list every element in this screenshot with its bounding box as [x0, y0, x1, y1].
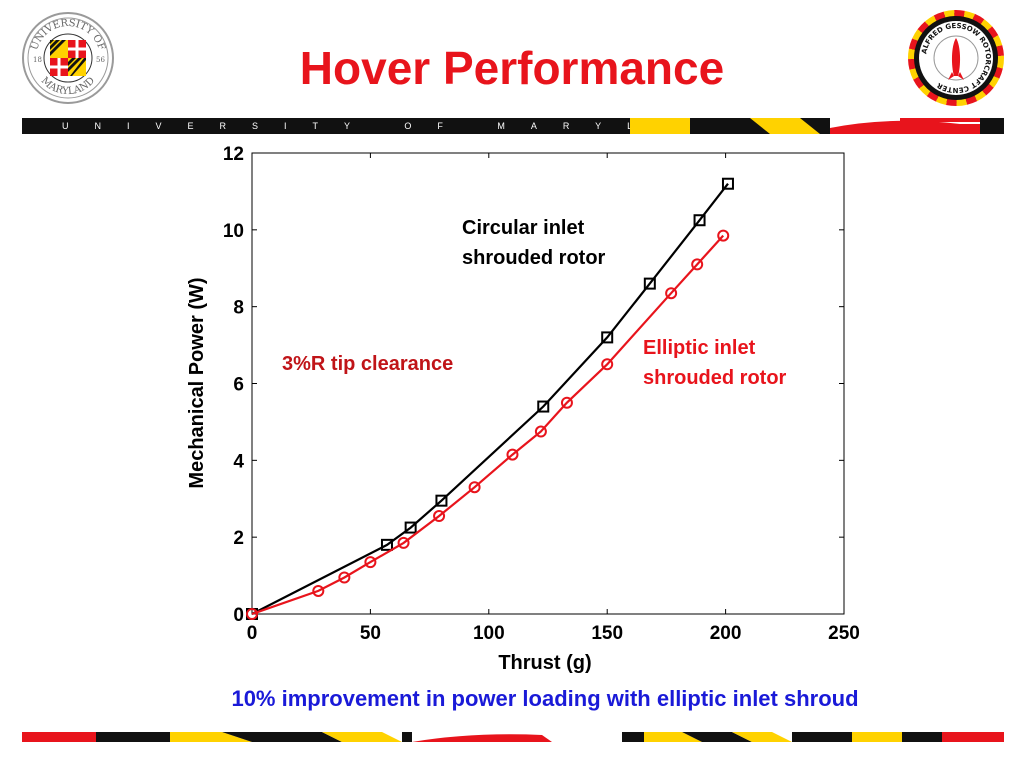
x-tick-label: 100 [473, 623, 505, 644]
x-tick-label: 200 [710, 623, 742, 644]
data-point-circle [246, 608, 258, 620]
y-tick-label: 2 [233, 528, 244, 549]
seal-year-left: 18 [33, 56, 42, 64]
data-point-square [537, 400, 550, 413]
data-point-square [721, 177, 734, 190]
maryland-flag-strip [630, 118, 980, 134]
data-point-circle [468, 481, 481, 494]
data-point-circle [601, 358, 614, 371]
tip-clearance-annotation: 3%R tip clearance [282, 353, 453, 375]
university-banner: UNIVERSITY OF MARYLAND [22, 118, 1004, 134]
data-point-circle [717, 229, 730, 242]
caption: 10% improvement in power loading with el… [231, 686, 859, 711]
slide-title: Hover Performance [299, 42, 725, 94]
data-point-circle [312, 584, 325, 597]
data-point-circle [691, 258, 704, 271]
data-point-circle [338, 571, 351, 584]
y-axis-label: Mechanical Power (W) [186, 277, 208, 488]
rotorcraft-center-logo: ALFRED GESSOW ROTORCRAFT CENTER [908, 10, 1004, 106]
data-point-circle [506, 448, 519, 461]
data-point-square [601, 331, 614, 344]
data-point-circle [665, 287, 678, 300]
hover-performance-chart: 0 50 100 150 200 250 0 2 4 6 8 10 12 Thrust (g) Mech… [186, 144, 860, 674]
series-line-circular-inlet [251, 183, 729, 615]
y-tick-label: 0 [233, 605, 244, 626]
x-tick-label: 250 [828, 623, 860, 644]
data-point-circle [560, 396, 573, 409]
circular-annotation-line2: shrouded rotor [462, 247, 606, 269]
x-axis-label: Thrust (g) [498, 652, 591, 674]
umd-seal-logo: UNIVERSITY OF MARYLAND 18 56 [22, 12, 114, 104]
elliptic-annotation-line1: Elliptic inlet [643, 337, 756, 359]
y-tick-label: 6 [233, 375, 244, 396]
x-tick-label: 150 [591, 623, 623, 644]
x-tick-label: 0 [247, 623, 258, 644]
y-tick-label: 4 [233, 451, 244, 472]
data-point-square [435, 494, 448, 507]
footer-flag-stripe [22, 732, 1004, 742]
circular-annotation-line1: Circular inlet [462, 217, 585, 239]
data-point-circle [433, 510, 446, 523]
tick-layer: 0 50 100 150 200 250 0 2 4 6 8 10 12 [223, 144, 860, 644]
data-point-square [380, 538, 393, 551]
x-tick-label: 50 [360, 623, 381, 644]
data-point-square [693, 214, 706, 227]
y-tick-label: 10 [223, 221, 244, 242]
y-tick-label: 8 [233, 298, 244, 319]
data-point-circle [397, 536, 410, 549]
elliptic-annotation-line2: shrouded rotor [643, 367, 787, 389]
data-point-square [643, 277, 656, 290]
seal-year-right: 56 [96, 56, 105, 64]
maryland-flag-shield [50, 40, 86, 76]
series-line-elliptic-inlet [251, 234, 725, 616]
data-point-circle [534, 425, 547, 438]
banner-text: UNIVERSITY OF MARYLAND [62, 121, 756, 131]
rocket-icon [951, 38, 961, 76]
data-point-circle [364, 556, 377, 569]
series-layer [246, 177, 734, 620]
data-point-square [404, 521, 417, 534]
y-tick-label: 12 [223, 144, 244, 165]
